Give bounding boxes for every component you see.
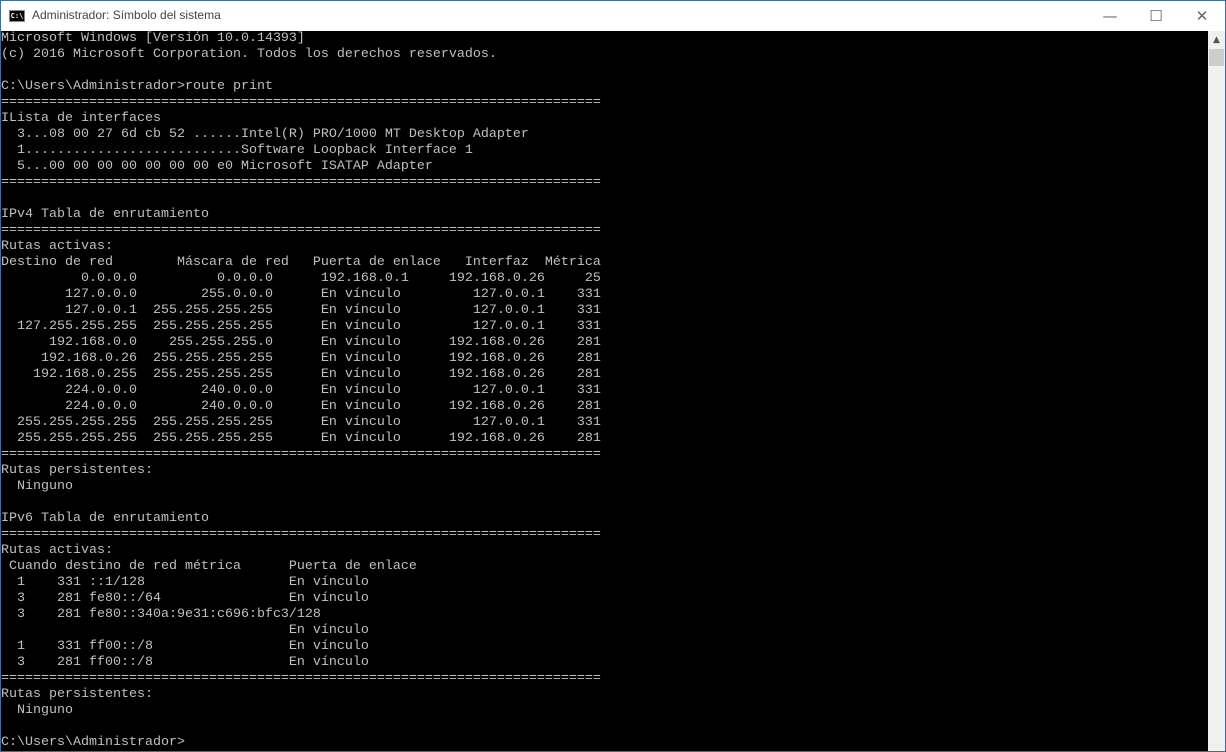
scrollbar-thumb[interactable] — [1209, 49, 1224, 66]
console-line: 192.168.0.0 255.255.255.0 En vínculo 192… — [1, 335, 601, 350]
console-line: Ninguno — [1, 479, 73, 494]
console-line: IPv6 Tabla de enrutamiento — [1, 511, 209, 526]
console-line — [1, 719, 1208, 735]
console-line: 255.255.255.255 255.255.255.255 En víncu… — [1, 431, 601, 446]
title-bar[interactable]: C:\ Administrador: Símbolo del sistema —… — [1, 1, 1225, 31]
console-line: ========================================… — [1, 175, 601, 190]
console-line: 255.255.255.255 255.255.255.255 En víncu… — [1, 415, 601, 430]
console-output[interactable]: Microsoft Windows [Versión 10.0.14393] (c… — [1, 31, 1208, 751]
console-line: Ninguno — [1, 703, 73, 718]
console-line: 224.0.0.0 240.0.0.0 En vínculo 127.0.0.1… — [1, 383, 601, 398]
console-line: Rutas persistentes: — [1, 687, 153, 702]
console-line: 3 281 fe80::340a:9e31:c696:bfc3/128 — [1, 607, 321, 622]
window-title: Administrador: Símbolo del sistema — [32, 8, 221, 22]
console-line: 5...00 00 00 00 00 00 00 e0 Microsoft IS… — [1, 159, 433, 174]
console-line: Rutas persistentes: — [1, 463, 153, 478]
console-line: ========================================… — [1, 223, 601, 238]
console-line: Cuando destino de red métrica Puerta de … — [1, 559, 417, 574]
console-line: 192.168.0.255 255.255.255.255 En vínculo… — [1, 367, 601, 382]
console-line: Rutas activas: — [1, 239, 113, 254]
maximize-button[interactable]: ☐ — [1149, 7, 1163, 25]
console-line: 1...........................Software Loo… — [1, 143, 473, 158]
console-line — [1, 63, 1208, 79]
close-button[interactable]: ✕ — [1195, 7, 1209, 25]
console-line: 0.0.0.0 0.0.0.0 192.168.0.1 192.168.0.26… — [1, 271, 601, 286]
console-line: C:\Users\Administrador> — [1, 735, 185, 750]
console-line: (c) 2016 Microsoft Corporation. Todos lo… — [1, 47, 497, 62]
console-line: Microsoft Windows [Versión 10.0.14393] — [1, 31, 305, 46]
console-line: IPv4 Tabla de enrutamiento — [1, 207, 209, 222]
vertical-scrollbar[interactable]: ▲ — [1208, 31, 1225, 751]
console-line: ========================================… — [1, 671, 601, 686]
cmd-icon: C:\ — [9, 10, 25, 22]
console-line: 3 281 ff00::/8 En vínculo — [1, 655, 369, 670]
minimize-button[interactable]: — — [1102, 7, 1118, 25]
console-line: ========================================… — [1, 447, 601, 462]
console-line: 1 331 ::1/128 En vínculo — [1, 575, 369, 590]
console-line — [1, 191, 1208, 207]
console-line: Destino de red Máscara de red Puerta de … — [1, 255, 601, 270]
console-line: 127.0.0.1 255.255.255.255 En vínculo 127… — [1, 303, 601, 318]
console-line: 224.0.0.0 240.0.0.0 En vínculo 192.168.0… — [1, 399, 601, 414]
console-line: 192.168.0.26 255.255.255.255 En vínculo … — [1, 351, 601, 366]
console-line: 3...08 00 27 6d cb 52 ......Intel(R) PRO… — [1, 127, 529, 142]
console-line: Rutas activas: — [1, 543, 113, 558]
console-line: C:\Users\Administrador>route print — [1, 79, 273, 94]
console-line: 127.0.0.0 255.0.0.0 En vínculo 127.0.0.1… — [1, 287, 601, 302]
console-line: 3 281 fe80::/64 En vínculo — [1, 591, 369, 606]
console-line: ILista de interfaces — [1, 111, 161, 126]
console-line: 1 331 ff00::/8 En vínculo — [1, 639, 369, 654]
console-line: ========================================… — [1, 527, 601, 542]
console-line: En vínculo — [1, 623, 369, 638]
scroll-up-arrow-icon[interactable]: ▲ — [1213, 34, 1220, 45]
console-line — [1, 495, 1208, 511]
console-line: ========================================… — [1, 95, 601, 110]
console-line: 127.255.255.255 255.255.255.255 En víncu… — [1, 319, 601, 334]
